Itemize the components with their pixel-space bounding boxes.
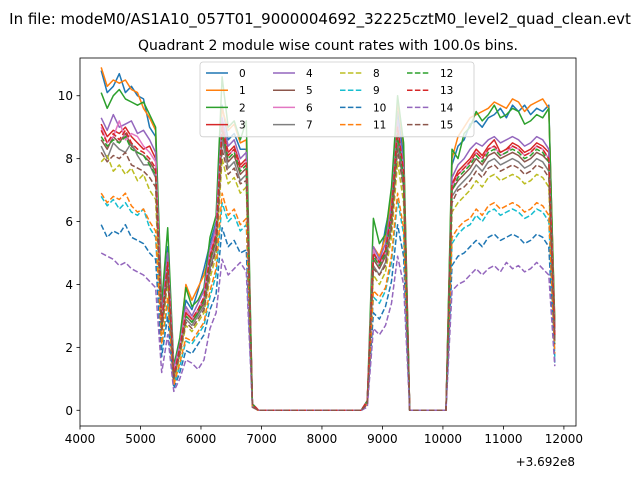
legend-label-12: 12	[440, 68, 453, 80]
legend-label-13: 13	[440, 85, 453, 97]
x-tick-label: 7000	[246, 432, 277, 446]
legend-label-1: 1	[239, 85, 246, 97]
y-tick-label: 0	[65, 404, 73, 418]
legend-label-7: 7	[306, 120, 313, 132]
series-line-15	[100, 148, 556, 412]
series-line-14	[100, 252, 556, 412]
plot-area: 4000 5000 6000 7000 8000 9000 10000 11000 12000 0…	[58, 57, 583, 446]
legend-label-3: 3	[239, 120, 246, 132]
legend-label-0: 0	[239, 68, 246, 80]
y-tick-label: 2	[65, 341, 73, 355]
x-tick-label: 6000	[186, 432, 217, 446]
legend-label-11: 11	[373, 120, 386, 132]
legend-label-9: 9	[373, 85, 380, 97]
axes-frame	[79, 57, 577, 427]
legend-label-10: 10	[373, 102, 386, 114]
chart-title: Quadrant 2 module wise count rates with …	[138, 38, 518, 54]
legend-label-6: 6	[306, 102, 313, 114]
y-tick-label: 6	[65, 215, 73, 229]
x-offset-label: +3.692e8	[516, 455, 575, 469]
legend-label-2: 2	[239, 102, 246, 114]
x-tick-label: 4000	[65, 432, 96, 446]
x-tick-label: 9000	[367, 432, 398, 446]
x-tick-label: 8000	[307, 432, 338, 446]
y-tick-label: 8	[65, 152, 73, 166]
y-tick-label: 4	[65, 278, 73, 292]
y-tick-label: 10	[58, 89, 73, 103]
legend-label-8: 8	[373, 68, 380, 80]
x-tick-label: 5000	[125, 432, 156, 446]
legend-label-14: 14	[440, 102, 454, 114]
figure-suptitle: In file: modeM0/AS1A10_057T01_9000004692…	[9, 10, 631, 29]
legend-label-5: 5	[306, 85, 313, 97]
legend-box	[199, 61, 475, 138]
x-tick-label: 10000	[424, 432, 462, 446]
legend-label-4: 4	[306, 68, 313, 80]
x-tick-label: 11000	[484, 432, 522, 446]
legend-label-15: 15	[440, 120, 453, 132]
x-tick-label: 12000	[545, 432, 583, 446]
